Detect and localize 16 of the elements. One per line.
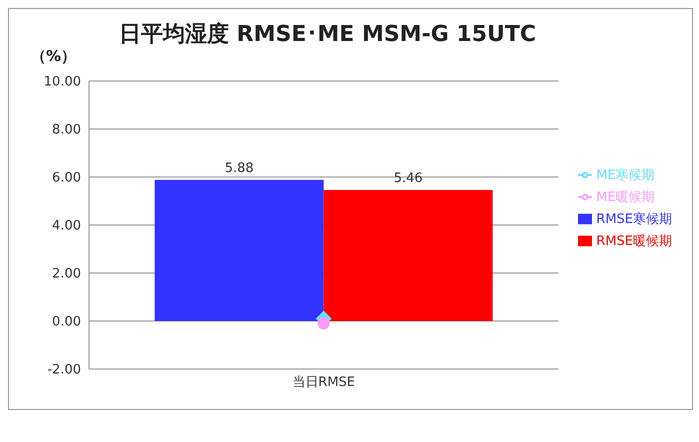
legend-label: ME暖候期 [596, 190, 655, 205]
chart-title: 日平均湿度 RMSE･ME MSM-G 15UTC [119, 20, 536, 49]
y-tick-label: 8.00 [52, 122, 81, 138]
legend-label: RMSE寒候期 [596, 212, 672, 227]
legend-label: RMSE暖候期 [596, 234, 672, 249]
y-tick-label: 0.00 [52, 314, 81, 330]
y-tick-label: 2.00 [52, 266, 81, 282]
y-tick-label: 4.00 [52, 218, 81, 234]
y-axis-title: （%） [31, 47, 76, 66]
y-tick-label: 10.00 [44, 74, 81, 90]
x-tick-label: 当日RMSE [292, 375, 355, 390]
legend-label: ME寒候期 [596, 168, 655, 183]
data-label: 5.88 [224, 160, 254, 176]
y-tick-label: 6.00 [52, 170, 81, 186]
y-tick-label: -2.00 [47, 362, 81, 378]
data-label: 5.46 [394, 170, 423, 186]
